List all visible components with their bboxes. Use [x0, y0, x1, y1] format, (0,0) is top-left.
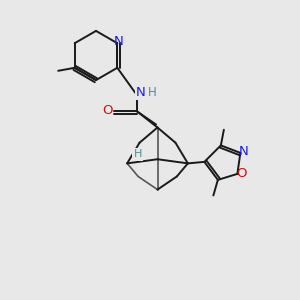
Text: N: N [136, 85, 146, 99]
Text: H: H [148, 85, 157, 99]
Text: O: O [236, 167, 247, 180]
Text: N: N [239, 145, 249, 158]
Text: N: N [114, 35, 124, 48]
Text: H: H [134, 149, 142, 159]
Text: O: O [103, 104, 113, 118]
